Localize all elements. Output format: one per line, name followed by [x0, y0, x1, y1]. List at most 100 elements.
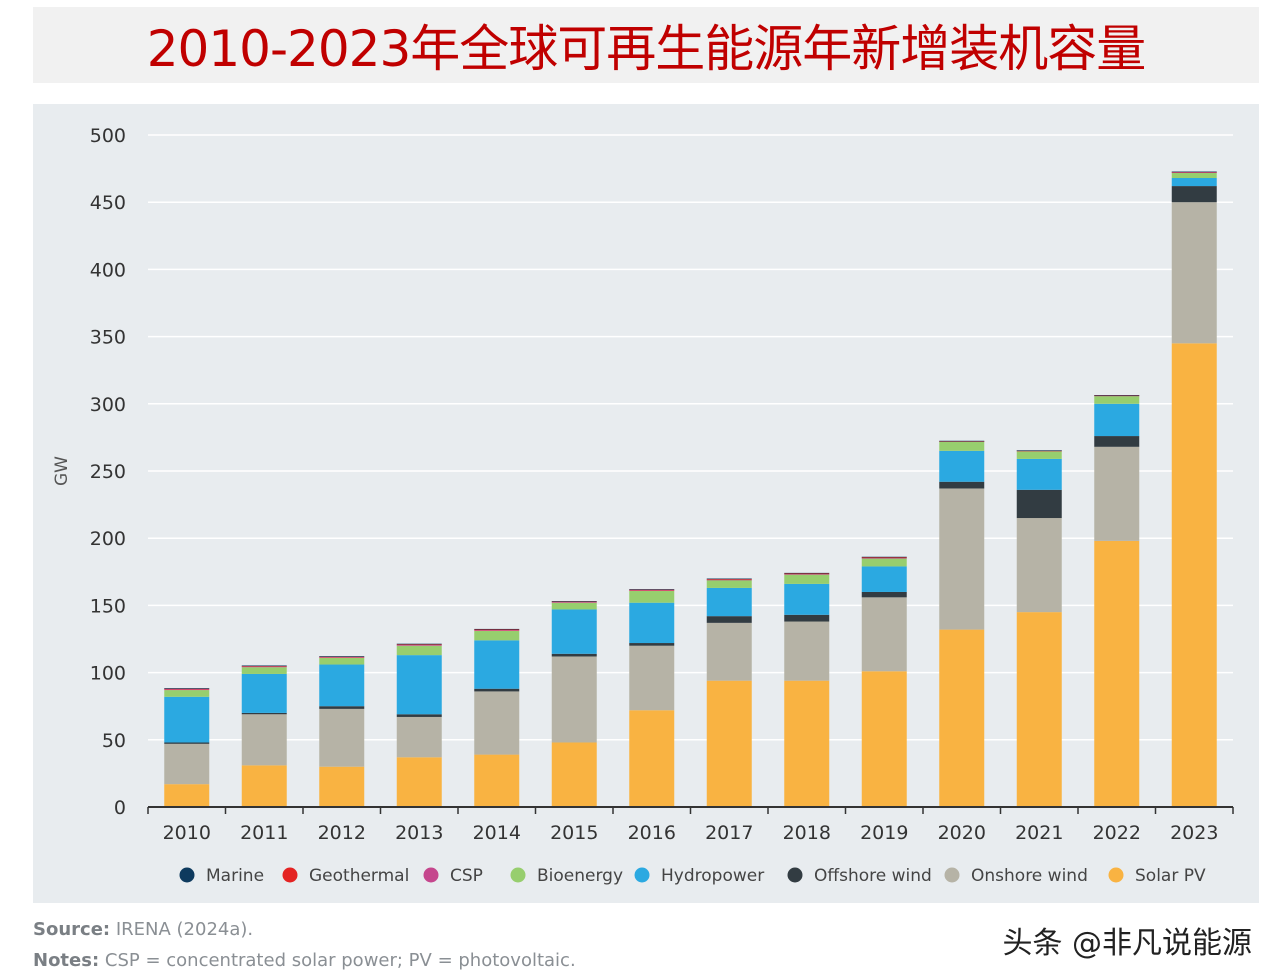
bar-onshore-wind-2023 — [1171, 202, 1217, 344]
bar-solar-pv-2015 — [551, 742, 597, 807]
bar-csp-2023 — [1171, 172, 1217, 173]
bar-hydropower-2017 — [706, 587, 752, 617]
y-tick-label-300: 300 — [90, 394, 126, 416]
x-tick-label-2020: 2020 — [938, 822, 986, 844]
bar-csp-2013 — [396, 645, 442, 646]
bar-offshore-wind-2010 — [164, 742, 210, 744]
x-tick-label-2017: 2017 — [705, 822, 753, 844]
chart-panel: 0 50 100 150 200 250 300 350 400 450 500 GW 2010 2011… — [33, 104, 1259, 903]
bar-bioenergy-2022 — [1094, 395, 1140, 404]
bar-bioenergy-2018 — [784, 574, 830, 584]
legend-label-csp: CSP — [450, 866, 483, 886]
bar-bioenergy-2021 — [1016, 450, 1062, 459]
bar-bioenergy-2016 — [629, 590, 675, 603]
x-tick-label-2015: 2015 — [550, 822, 598, 844]
bar-marine-2022 — [1094, 395, 1140, 396]
bar-geothermal-2016 — [629, 589, 675, 591]
bar-marine-2013 — [396, 643, 442, 645]
bar-hydropower-2016 — [629, 602, 675, 644]
bar-onshore-wind-2017 — [706, 622, 752, 681]
bar-marine-2021 — [1016, 450, 1062, 451]
legend-label-marine: Marine — [206, 866, 264, 886]
bar-offshore-wind-2014 — [474, 688, 520, 692]
bar-csp-2017 — [706, 579, 752, 581]
notes-label: Notes: — [33, 950, 100, 971]
bar-bioenergy-2019 — [861, 558, 907, 567]
bar-onshore-wind-2019 — [861, 597, 907, 672]
bar-marine-2012 — [319, 656, 365, 657]
x-tick-label-2021: 2021 — [1015, 822, 1063, 844]
bar-marine-2020 — [939, 440, 985, 442]
y-tick-label-400: 400 — [90, 259, 126, 281]
bar-hydropower-2023 — [1171, 178, 1217, 187]
title-bar: 2010-2023年全球可再生能源年新增装机容量 — [33, 7, 1259, 83]
bar-hydropower-2015 — [551, 609, 597, 654]
bar-offshore-wind-2015 — [551, 653, 597, 657]
watermark: 头条 @非凡说能源 — [1002, 926, 1252, 961]
bar-solar-pv-2013 — [396, 757, 442, 807]
legend-swatch-offshore-wind — [787, 867, 803, 883]
bar-marine-2015 — [551, 601, 597, 602]
bar-geothermal-2010 — [164, 688, 210, 690]
bar-onshore-wind-2022 — [1094, 446, 1140, 541]
bar-solar-pv-2016 — [629, 710, 675, 807]
x-tick-label-2016: 2016 — [628, 822, 676, 844]
legend-label-geothermal: Geothermal — [309, 866, 409, 886]
x-tick-label-2010: 2010 — [163, 822, 211, 844]
bar-onshore-wind-2015 — [551, 656, 597, 743]
bar-bioenergy-2023 — [1171, 172, 1217, 179]
x-tick-label-2011: 2011 — [240, 822, 288, 844]
bar-offshore-wind-2020 — [939, 481, 985, 489]
bar-geothermal-2014 — [474, 629, 520, 631]
legend-label-onshore-wind: Onshore wind — [971, 866, 1088, 886]
bar-solar-pv-2022 — [1094, 540, 1140, 807]
source-line: Source: IRENA (2024a). — [33, 919, 253, 940]
bar-offshore-wind-2021 — [1016, 489, 1062, 519]
bar-geothermal-2011 — [241, 666, 287, 667]
bar-offshore-wind-2022 — [1094, 436, 1140, 447]
notes-text: CSP = concentrated solar power; PV = pho… — [99, 950, 576, 971]
bar-onshore-wind-2018 — [784, 621, 830, 681]
bar-csp-2011 — [241, 666, 287, 668]
bar-bioenergy-2010 — [164, 690, 210, 697]
bar-onshore-wind-2011 — [241, 714, 287, 766]
bar-hydropower-2011 — [241, 673, 287, 713]
legend-label-bioenergy: Bioenergy — [537, 866, 623, 886]
bar-hydropower-2020 — [939, 450, 985, 482]
bar-solar-pv-2020 — [939, 629, 985, 807]
bar-offshore-wind-2011 — [241, 712, 287, 715]
legend-swatch-onshore-wind — [944, 867, 960, 883]
bar-hydropower-2018 — [784, 583, 830, 615]
x-tick-label-2022: 2022 — [1093, 822, 1141, 844]
bar-solar-pv-2010 — [164, 784, 210, 807]
y-tick-label-0: 0 — [114, 797, 126, 819]
bar-bioenergy-2013 — [396, 645, 442, 656]
bar-geothermal-2013 — [396, 644, 442, 646]
bar-offshore-wind-2018 — [784, 614, 830, 622]
y-tick-label-200: 200 — [90, 528, 126, 550]
bar-csp-2015 — [551, 602, 597, 603]
bar-solar-pv-2014 — [474, 754, 520, 807]
source-label: Source: — [33, 919, 111, 940]
bar-offshore-wind-2012 — [319, 706, 365, 709]
legend-label-solar-pv: Solar PV — [1135, 866, 1206, 886]
x-tick-label-2014: 2014 — [473, 822, 521, 844]
bar-marine-2023 — [1171, 171, 1217, 173]
y-tick-label-500: 500 — [90, 125, 126, 147]
legend-swatch-csp — [423, 867, 439, 883]
bar-hydropower-2012 — [319, 664, 365, 707]
y-axis-label: GW — [52, 456, 72, 486]
bar-hydropower-2021 — [1016, 458, 1062, 490]
legend-label-hydropower: Hydropower — [661, 866, 764, 886]
page-title: 2010-2023年全球可再生能源年新增装机容量 — [146, 20, 1147, 78]
bar-csp-2012 — [319, 657, 365, 658]
stacked-bar-chart: 0 50 100 150 200 250 300 350 400 450 500 GW 2010 2011… — [52, 125, 1234, 886]
x-tick-label-2023: 2023 — [1170, 822, 1218, 844]
bar-csp-2018 — [784, 574, 830, 575]
bar-hydropower-2019 — [861, 566, 907, 592]
bar-solar-pv-2012 — [319, 766, 365, 807]
bar-bioenergy-2017 — [706, 579, 752, 588]
bar-bioenergy-2012 — [319, 657, 365, 665]
bar-geothermal-2015 — [551, 601, 597, 603]
legend-label-offshore-wind: Offshore wind — [814, 866, 932, 886]
